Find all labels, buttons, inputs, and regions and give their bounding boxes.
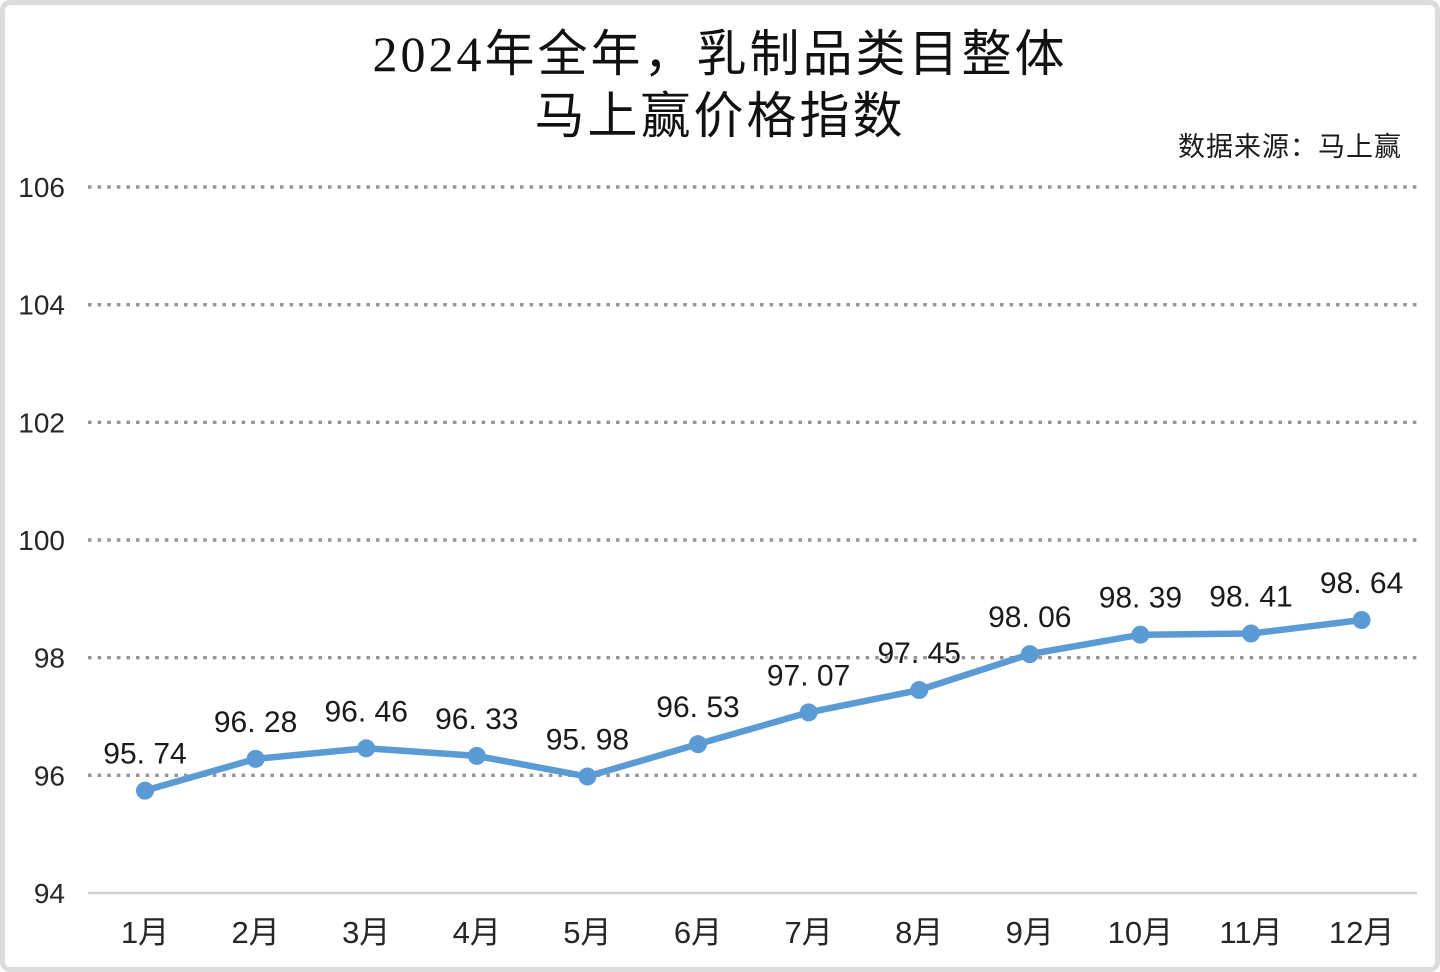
data-point-label: 97. 07 [767,659,850,692]
series-line [141,616,1365,794]
chart-title-line1: 2024年全年，乳制品类目整体 [372,26,1068,82]
data-point-marker [136,781,154,800]
data-point-marker [1020,645,1039,664]
data-point-marker [689,735,707,754]
chart-title-line2: 马上赢价格指数 [534,88,906,144]
data-point-label: 95. 74 [103,738,186,771]
data-point-marker [578,767,597,786]
data-point-label: 98. 06 [988,601,1071,634]
x-axis-label-12: 12月 [1329,915,1394,950]
chart-title: 2024年全年，乳制品类目整体 马上赢价格指数 [5,23,1435,147]
y-axis-tick-label: 104 [18,290,65,321]
data-point-marker [1131,625,1150,644]
data-source-note: 数据来源：马上赢 [1178,132,1402,162]
data-point-label: 98. 41 [1209,581,1292,614]
data-point-marker [1242,624,1260,643]
data-point-label: 98. 39 [1099,582,1182,615]
y-axis-tick-label: 102 [18,407,65,438]
data-point-marker [799,703,818,722]
x-axis-label-10: 10月 [1108,915,1173,950]
x-axis-label-1: 1月 [121,915,169,950]
y-axis-tick-label: 100 [18,525,65,556]
data-point-label: 96. 28 [214,706,297,739]
data-point-marker [357,739,376,758]
y-axis-tick-label: 96 [34,760,65,791]
price-index-line-chart: 94 96 98 100 102 104 106 1月 2月 3月 4月 5月 6月 7月 8月 9月 10月 1… [18,172,1417,950]
x-axis-label-6: 6月 [674,915,722,950]
data-point-marker [467,746,486,765]
x-axis-label-3: 3月 [342,915,390,950]
x-axis-label-5: 5月 [563,915,611,950]
y-axis-tick-label: 106 [18,172,65,203]
y-axis-tick-label: 94 [34,878,65,909]
x-axis-label-4: 4月 [453,915,501,950]
x-axis-label-11: 11月 [1219,915,1282,950]
data-point-label: 97. 45 [877,637,960,670]
y-axis-tick-label: 98 [34,643,65,674]
data-point-marker [1352,611,1371,630]
x-axis-label-2: 2月 [231,915,279,950]
data-point-label: 96. 53 [656,691,739,724]
data-point-label: 96. 46 [324,695,407,728]
data-point-marker [246,749,265,768]
data-point-marker [910,681,929,700]
data-point-label: 96. 33 [435,703,518,736]
x-axis-label-9: 9月 [1006,915,1054,950]
x-axis-label-8: 8月 [895,915,943,950]
x-axis-label-7: 7月 [784,915,832,950]
data-point-label: 95. 98 [546,724,629,757]
data-point-label: 98. 64 [1320,567,1403,600]
